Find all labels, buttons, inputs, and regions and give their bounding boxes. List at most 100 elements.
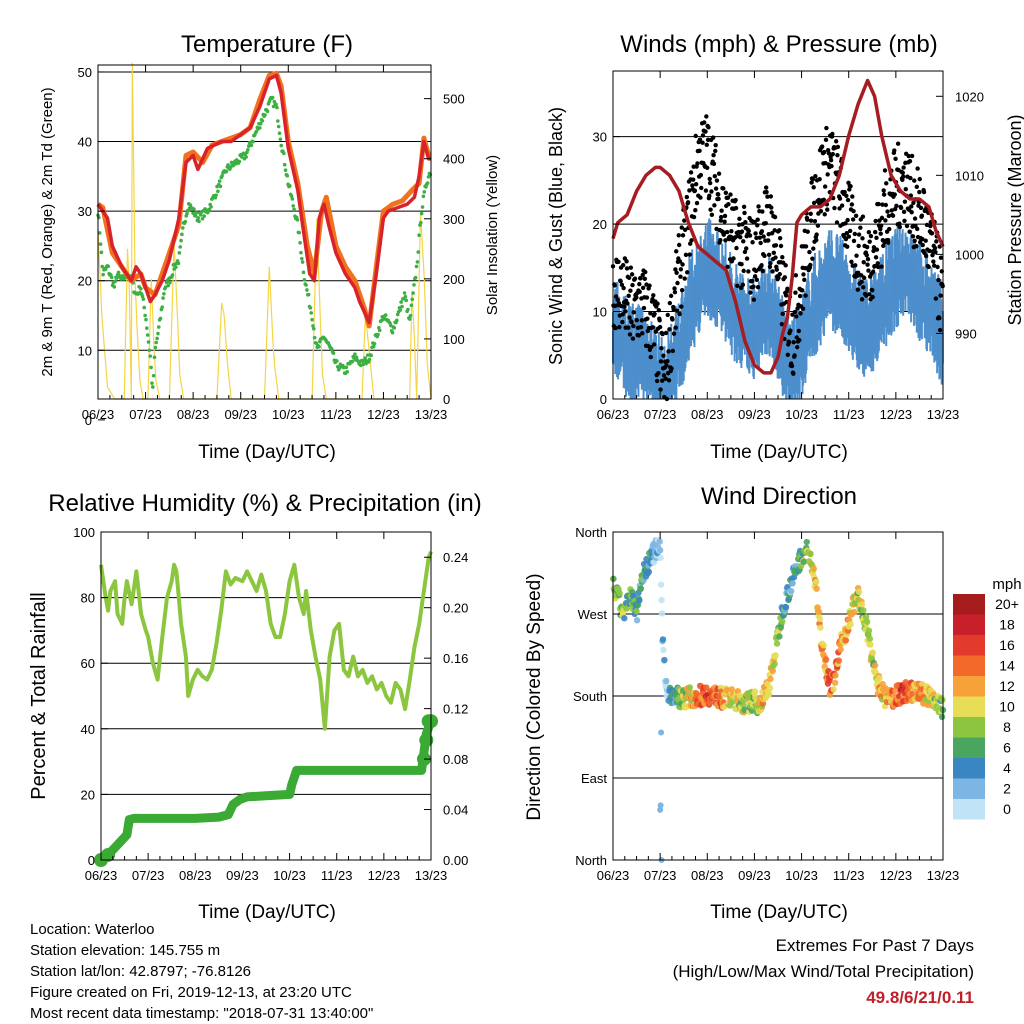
wind-gust-point xyxy=(901,209,907,215)
wind-gust-point xyxy=(769,231,775,236)
speed-legend-label: 0 xyxy=(1003,801,1011,817)
dewpoint-point xyxy=(144,317,148,322)
wind-gust-point xyxy=(878,223,884,229)
wind-gust-point xyxy=(673,325,678,330)
wind-gust-point xyxy=(755,217,760,222)
humidity-ytick-label-right: 0.08 xyxy=(443,752,468,767)
wind-gust-point xyxy=(758,240,763,246)
wind-gust-point xyxy=(656,371,661,376)
wind-gust-point xyxy=(707,193,712,199)
temperature-ytick-label-left: 30 xyxy=(78,204,92,219)
direction-panel: Wind Direction 06/23 07/23 08/23 09/23 10/23… xyxy=(524,483,1022,923)
wind-gust-point xyxy=(883,202,889,208)
temperature-frame xyxy=(97,64,432,400)
wind-gust-point xyxy=(661,353,666,358)
dewpoint-point xyxy=(176,261,181,266)
wind-gust-point xyxy=(740,282,746,287)
dewpoint-point xyxy=(192,207,196,211)
dewpoint-point xyxy=(258,121,263,126)
dewpoint-point xyxy=(295,218,300,222)
wind-gust-point xyxy=(757,235,763,240)
wind-gust-point xyxy=(890,213,896,218)
dewpoint-point xyxy=(376,332,380,337)
wind-gust-point xyxy=(803,244,809,249)
wind-gust-point xyxy=(834,220,840,225)
humidity-xtick-label: 08/23 xyxy=(179,868,212,883)
wind-gust-point xyxy=(811,246,816,251)
dewpoint-point xyxy=(158,316,163,321)
dewpoint-point xyxy=(202,214,206,218)
speed-legend-swatch xyxy=(953,696,985,717)
dewpoint-point xyxy=(97,231,102,235)
wind-gust-point xyxy=(707,180,713,186)
wind-gust-point xyxy=(641,305,647,311)
wind-gust-point xyxy=(713,142,718,148)
temperature-ytick-label-right: 200 xyxy=(443,272,465,287)
wind-gust-point xyxy=(791,371,796,376)
dewpoint-point xyxy=(350,359,355,364)
wind-gust-point xyxy=(875,261,880,266)
temperature-panel: Temperature (F) 06/23 07/23 08/23 09/23 10/2… xyxy=(39,31,501,463)
wind-gust-point xyxy=(874,235,879,240)
dewpoint-point xyxy=(301,270,306,275)
wind-gust-point xyxy=(683,252,689,258)
dewpoint-point xyxy=(392,326,397,330)
wind-gust-point xyxy=(777,271,782,277)
dewpoint-point xyxy=(419,211,424,216)
wind-gust-point xyxy=(660,378,665,383)
wind-gust-point xyxy=(673,267,678,272)
wind-gust-point xyxy=(697,148,702,154)
humidity-xtick-label: 12/23 xyxy=(368,868,401,883)
wind-gust-point xyxy=(679,225,684,230)
wind-gust-point xyxy=(664,363,669,368)
wind-gust-point xyxy=(861,260,866,265)
wind-gust-point xyxy=(839,203,845,208)
dewpoint-point xyxy=(410,297,415,302)
dewpoint-point xyxy=(116,270,121,275)
dewpoint-point xyxy=(146,340,151,344)
wind-gust-point xyxy=(858,225,863,230)
dewpoint-point xyxy=(237,159,242,164)
dewpoint-point xyxy=(179,238,183,243)
wind-gust-point xyxy=(690,183,695,188)
wind-gust-point xyxy=(885,209,890,214)
wind-gust-point xyxy=(615,297,620,302)
wind-gust-point xyxy=(917,176,922,182)
wind-gust-point xyxy=(642,276,648,281)
wind-gust-point xyxy=(682,218,687,223)
direction-point xyxy=(813,585,820,592)
wind-gust-point xyxy=(923,253,929,259)
wind-gust-point xyxy=(904,223,910,229)
wind-gust-point xyxy=(644,295,650,300)
winds-ylabel-left: Sonic Wind & Gust (Blue, Black) xyxy=(546,107,566,365)
dewpoint-point xyxy=(335,359,339,363)
humidity-xtick-label: 13/23 xyxy=(415,868,448,883)
wind-gust-point xyxy=(774,267,779,272)
wind-gust-point xyxy=(767,264,773,269)
wind-gust-point xyxy=(714,226,719,232)
direction-xtick-label: 13/23 xyxy=(927,868,960,883)
wind-gust-point xyxy=(932,245,938,251)
wind-gust-point xyxy=(742,249,748,255)
wind-gust-point xyxy=(900,170,905,176)
wind-gust-point xyxy=(865,262,870,267)
wind-gust-point xyxy=(620,262,626,268)
wind-gust-point xyxy=(776,275,781,281)
wind-gust-point xyxy=(901,165,906,170)
wind-gust-point xyxy=(786,340,792,345)
humidity-ytick-label-right: 0.24 xyxy=(443,550,468,565)
direction-point xyxy=(745,694,752,702)
wind-gust-point xyxy=(710,135,716,140)
wind-gust-point xyxy=(761,234,766,239)
wind-gust-point xyxy=(618,278,623,284)
wind-gust-point xyxy=(677,259,683,264)
dewpoint-point xyxy=(177,251,182,255)
wind-gust-point xyxy=(766,238,771,243)
wind-gust-point xyxy=(741,204,747,209)
wind-gust-point xyxy=(926,264,931,270)
wind-gust-point xyxy=(674,270,679,275)
wind-gust-point xyxy=(908,175,913,181)
wind-gust-point xyxy=(881,188,886,193)
speed-legend-title: mph xyxy=(992,576,1021,593)
humidity-xtick-label: 11/23 xyxy=(321,868,353,883)
